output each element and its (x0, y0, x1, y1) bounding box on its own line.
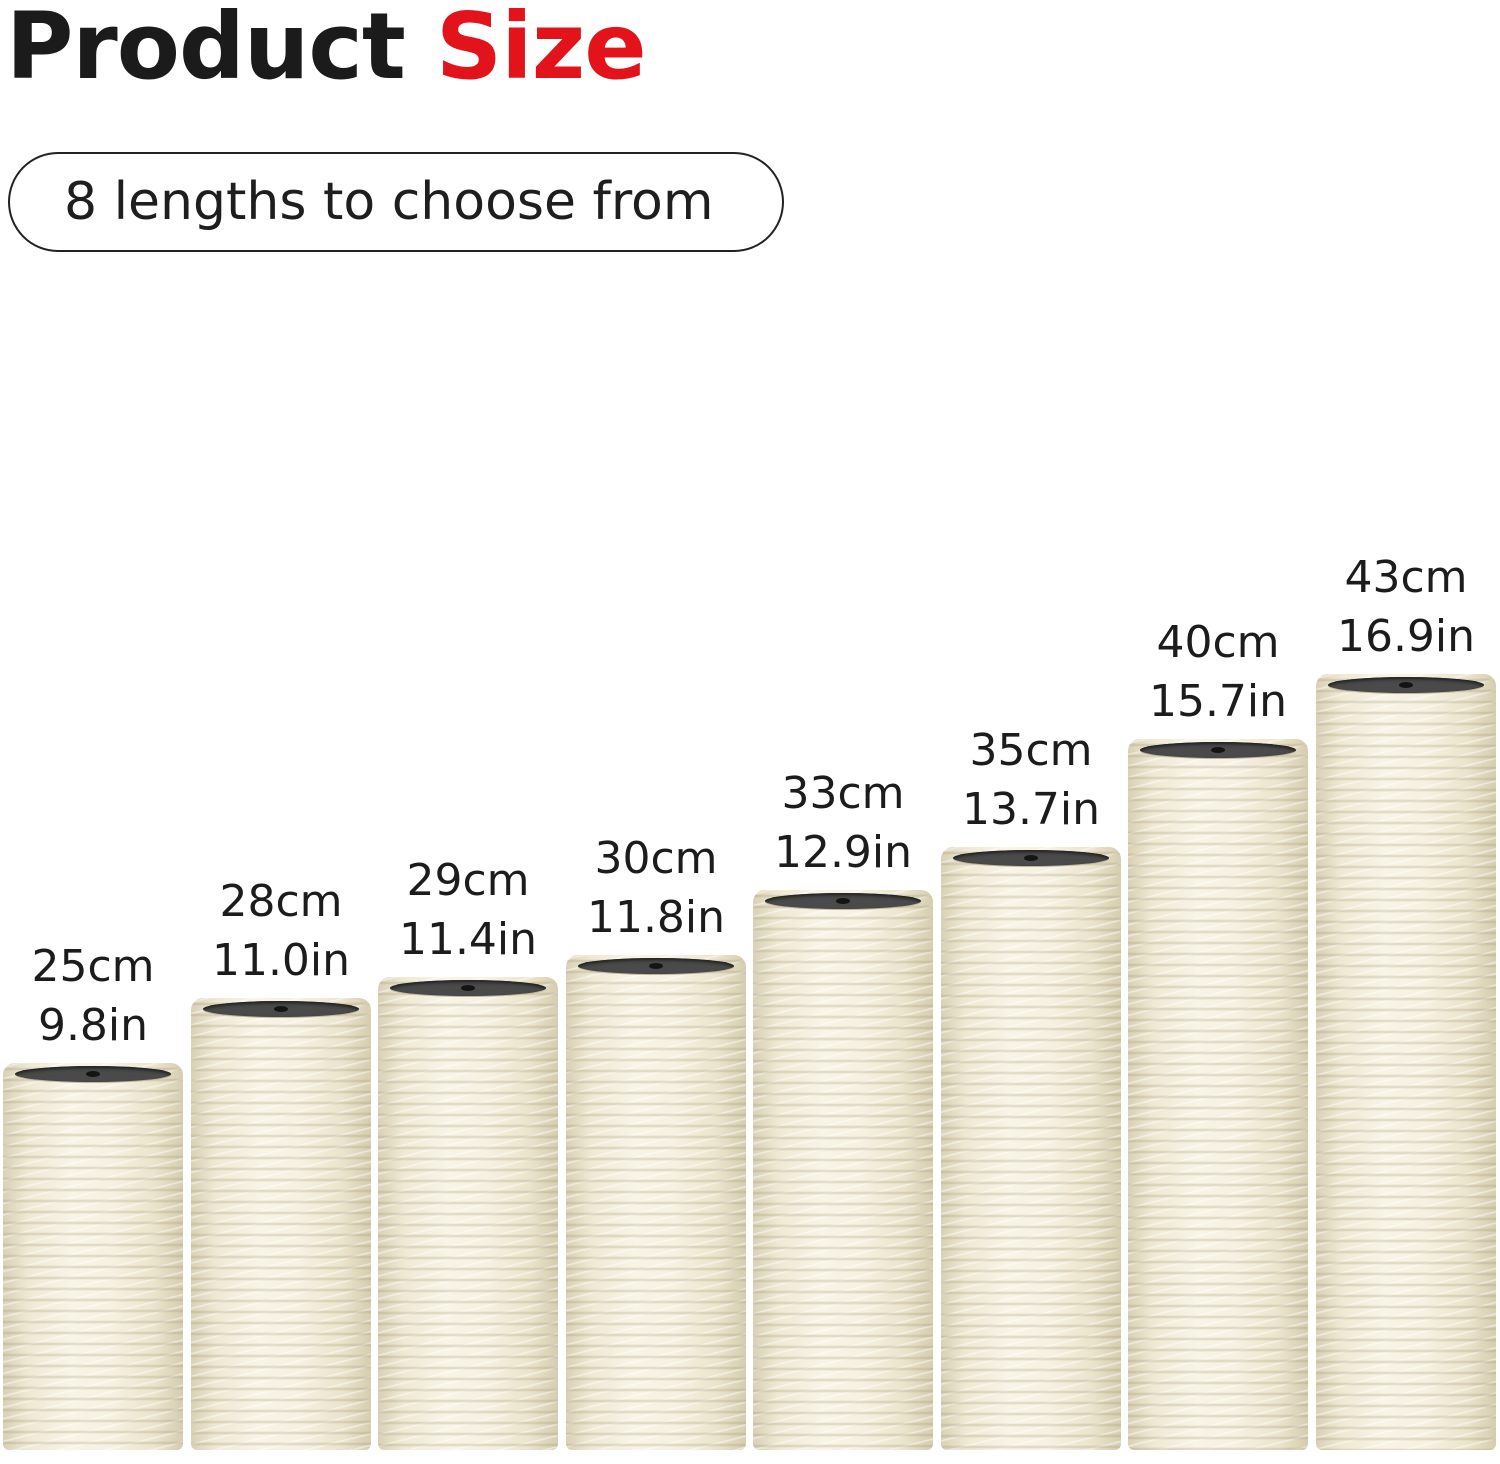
post-label-25cm: 25cm 9.8in (0, 937, 193, 1055)
lengths-badge-text: 8 lengths to choose from (64, 172, 714, 232)
post-in-label: 11.4in (398, 914, 538, 965)
end-cap-icon (578, 958, 734, 974)
post-in-label: 11.8in (586, 892, 726, 943)
post-cm-label: 25cm (31, 941, 155, 992)
sisal-post-29cm (378, 977, 558, 1450)
sisal-post-33cm (753, 890, 933, 1450)
post-cm-label: 29cm (406, 855, 530, 906)
sisal-post-30cm (566, 955, 746, 1450)
post-label-28cm: 28cm 11.0in (181, 872, 381, 990)
end-cap-icon (953, 850, 1109, 866)
post-label-30cm: 30cm 11.8in (556, 829, 756, 947)
post-cm-label: 30cm (594, 833, 718, 884)
post-cm-label: 43cm (1344, 552, 1468, 603)
post-label-35cm: 35cm 13.7in (931, 721, 1131, 839)
sisal-post-25cm (3, 1063, 183, 1450)
post-cm-label: 35cm (969, 725, 1093, 776)
title-size-word: Size (435, 0, 647, 100)
post-cm-label: 28cm (219, 876, 343, 927)
lengths-badge: 8 lengths to choose from (8, 152, 784, 252)
end-cap-icon (203, 1001, 359, 1017)
post-label-33cm: 33cm 12.9in (743, 764, 943, 882)
post-label-40cm: 40cm 15.7in (1118, 613, 1318, 731)
title-product-word: Product (6, 0, 406, 100)
post-in-label: 15.7in (1148, 676, 1288, 727)
sisal-post-35cm (941, 847, 1121, 1450)
post-in-label: 16.9in (1336, 611, 1476, 662)
post-in-label: 9.8in (37, 1000, 149, 1051)
end-cap-icon (390, 980, 546, 996)
post-in-label: 11.0in (211, 935, 351, 986)
end-cap-icon (1328, 677, 1484, 693)
page-title: Product Size (6, 0, 647, 100)
end-cap-icon (765, 893, 921, 909)
end-cap-icon (15, 1066, 171, 1082)
end-cap-icon (1140, 742, 1296, 758)
sisal-post-28cm (191, 998, 371, 1450)
post-cm-label: 40cm (1156, 617, 1280, 668)
post-label-43cm: 43cm 16.9in (1306, 548, 1500, 666)
post-in-label: 12.9in (773, 827, 913, 878)
sisal-post-43cm (1316, 674, 1496, 1450)
post-label-29cm: 29cm 11.4in (368, 851, 568, 969)
sisal-post-40cm (1128, 739, 1308, 1450)
post-cm-label: 33cm (781, 768, 905, 819)
post-in-label: 13.7in (961, 784, 1101, 835)
